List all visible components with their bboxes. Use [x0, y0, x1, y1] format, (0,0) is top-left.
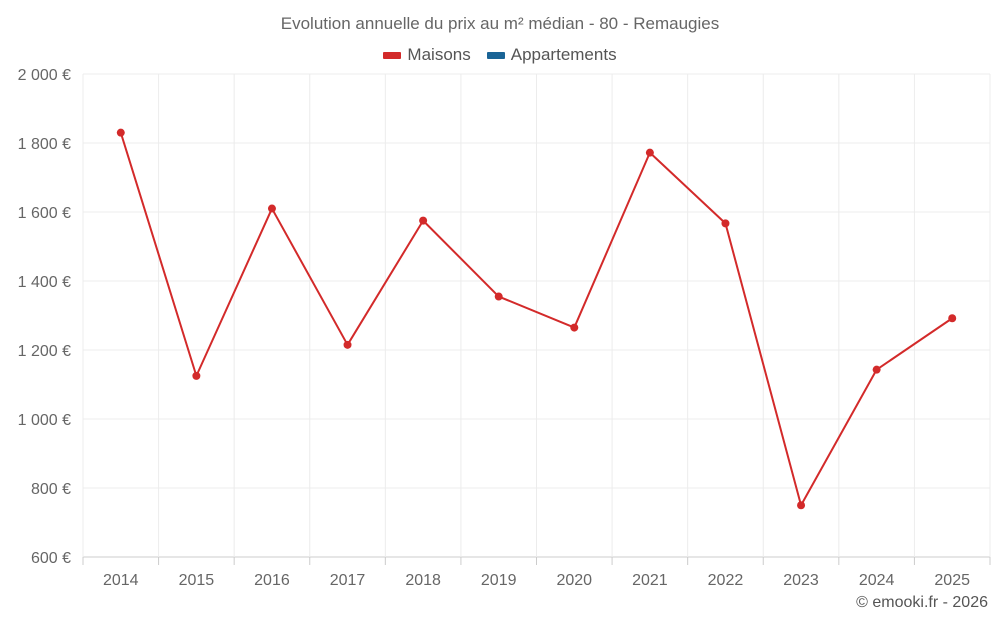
- x-tick-label: 2024: [859, 572, 895, 589]
- legend-swatch-appartements: [486, 51, 505, 59]
- data-point-maisons: [267, 204, 276, 213]
- legend-item-maisons[interactable]: Maisons: [383, 45, 471, 65]
- x-tick-label: 2018: [405, 572, 441, 589]
- y-tick-label: 1 200 €: [18, 343, 71, 360]
- x-tick-label: 2016: [254, 572, 290, 589]
- y-tick-label: 1 000 €: [18, 412, 71, 429]
- x-tick-label: 2025: [934, 572, 970, 589]
- x-tick-label: 2015: [179, 572, 215, 589]
- chart-title: Evolution annuelle du prix au m² médian …: [280, 14, 720, 33]
- data-point-maisons: [721, 219, 730, 228]
- data-point-maisons: [419, 216, 428, 225]
- x-tick-label: 2019: [481, 572, 517, 589]
- y-tick-label: 2 000 €: [18, 67, 71, 84]
- data-point-maisons: [116, 128, 125, 137]
- x-tick-label: 2014: [103, 572, 139, 589]
- data-point-maisons: [872, 365, 881, 374]
- legend-item-appartements[interactable]: Appartements: [486, 45, 617, 65]
- data-point-maisons: [343, 340, 352, 349]
- series-line-maisons: [119, 132, 953, 507]
- legend-swatch-maisons: [383, 51, 402, 59]
- x-tick-label: 2022: [708, 572, 744, 589]
- legend-label-appartements: Appartements: [510, 45, 617, 64]
- y-tick-label: 600 €: [31, 550, 71, 567]
- y-tick-label: 1 800 €: [18, 136, 71, 153]
- x-tick-label: 2017: [330, 572, 366, 589]
- legend-label-maisons: Maisons: [407, 45, 471, 64]
- chart-legend: Maisons Appartements: [0, 45, 1000, 65]
- x-tick-label: 2023: [783, 572, 819, 589]
- data-point-maisons: [570, 323, 579, 332]
- y-tick-label: 800 €: [31, 481, 71, 498]
- y-tick-label: 1 400 €: [18, 274, 71, 291]
- data-point-maisons: [192, 371, 201, 380]
- credit-text: © emooki.fr - 2026: [856, 594, 988, 611]
- data-point-maisons: [494, 292, 503, 301]
- data-point-maisons: [645, 148, 654, 157]
- x-tick-label: 2021: [632, 572, 668, 589]
- data-point-maisons: [948, 314, 957, 323]
- y-tick-label: 1 600 €: [18, 205, 71, 222]
- x-tick-label: 2020: [556, 572, 592, 589]
- data-point-maisons: [797, 501, 806, 510]
